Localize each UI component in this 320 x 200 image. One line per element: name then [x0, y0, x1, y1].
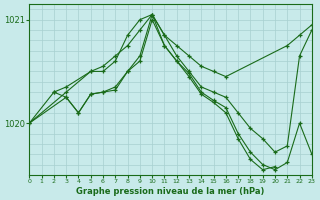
X-axis label: Graphe pression niveau de la mer (hPa): Graphe pression niveau de la mer (hPa) [76, 187, 265, 196]
